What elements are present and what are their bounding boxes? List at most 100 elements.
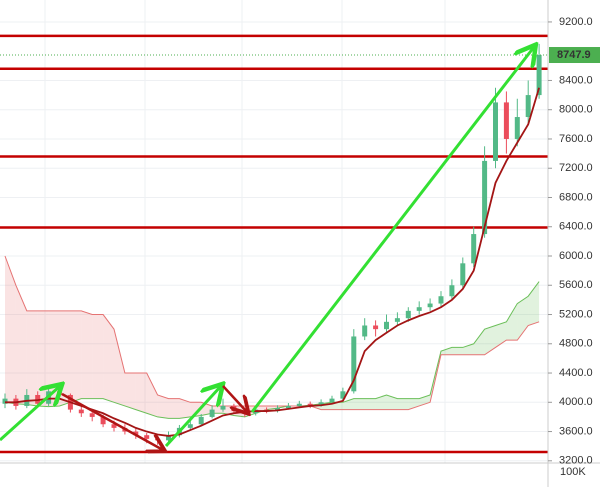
candle-body	[351, 336, 357, 392]
candle-body	[155, 438, 161, 441]
y-axis: 3200.0 3600.0 4000.0 4400.0 4800.0 5200.0 5600…	[548, 16, 600, 467]
cloud	[157, 394, 169, 419]
trend-arrow	[222, 385, 247, 412]
candle-body	[460, 263, 466, 286]
candle-body	[514, 117, 520, 139]
last-price-box	[549, 47, 600, 64]
span-a-line	[4, 281, 540, 419]
candle-body	[384, 321, 389, 330]
cloud	[462, 343, 474, 355]
cloud	[212, 405, 223, 414]
cloud	[81, 310, 93, 399]
cloud	[342, 398, 354, 410]
cloud	[103, 314, 114, 403]
last-price-label: 8747.9	[557, 49, 591, 61]
trend-arrow	[164, 386, 221, 448]
cloud	[364, 398, 376, 410]
cloud	[266, 405, 278, 410]
candle-body	[307, 403, 313, 406]
y-tick-label: 3600.0	[559, 425, 593, 437]
cloud	[124, 373, 136, 410]
candle-body	[78, 409, 84, 414]
cloud	[353, 398, 365, 410]
cloud	[70, 310, 82, 403]
y-tick-label: 3200.0	[559, 455, 593, 467]
trend-arrow	[0, 386, 60, 442]
cloud	[484, 325, 496, 355]
y-tick-label: 6800.0	[559, 191, 593, 203]
candle-body	[57, 391, 62, 395]
cloud	[168, 398, 180, 419]
cloud	[386, 394, 398, 410]
candle-body	[503, 102, 509, 139]
price-axis	[548, 0, 600, 487]
volume-axis-label: 100K	[560, 466, 586, 478]
y-tick-label: 4800.0	[559, 338, 593, 350]
y-tick-label: 6000.0	[559, 250, 593, 262]
span-b-line	[4, 255, 540, 411]
y-tick-label: 4400.0	[559, 367, 593, 379]
y-tick-label: 5200.0	[559, 308, 593, 320]
y-tick-label: 7600.0	[559, 133, 593, 145]
cloud	[473, 329, 485, 355]
candle-body	[427, 303, 433, 308]
y-tick-label: 8400.0	[559, 74, 593, 86]
cloud	[190, 402, 202, 417]
candle-body	[416, 307, 422, 311]
candle-body	[198, 416, 204, 425]
cloud	[528, 281, 540, 326]
y-tick-label: 7200.0	[559, 162, 593, 174]
cloud	[451, 347, 463, 355]
candle-body	[166, 435, 171, 441]
cloud	[506, 303, 518, 341]
candle-body	[449, 285, 455, 297]
candle-body	[536, 55, 542, 96]
candle-body	[285, 405, 291, 409]
candle-body	[100, 416, 106, 425]
cloud	[92, 314, 104, 399]
candle-body	[296, 403, 302, 406]
candle-body	[111, 424, 117, 428]
cloud	[495, 321, 507, 348]
candle-body	[405, 310, 411, 319]
candle-body	[329, 398, 335, 403]
candle-body	[525, 95, 531, 118]
plot-area	[0, 21, 548, 462]
candle-body	[438, 296, 444, 304]
candle-body	[2, 398, 8, 404]
cloud	[441, 347, 452, 355]
cloud	[114, 329, 125, 406]
candle-body	[340, 391, 346, 399]
candle-body	[231, 405, 237, 412]
y-tick-label: 9200.0	[559, 16, 593, 28]
annotations	[0, 47, 534, 450]
y-tick-label: 5600.0	[559, 279, 593, 291]
y-tick-label: 6400.0	[559, 221, 593, 233]
candle-body	[394, 318, 400, 322]
cloud	[332, 402, 343, 410]
candle-body	[482, 160, 488, 235]
candle-body	[373, 325, 379, 330]
y-tick-label: 4000.0	[559, 396, 593, 408]
cloud	[375, 394, 387, 410]
cloud	[135, 373, 147, 414]
cloud	[26, 310, 38, 406]
candle-body	[89, 413, 95, 417]
cloud	[146, 373, 158, 417]
candle-body	[318, 402, 324, 406]
cloud	[397, 398, 409, 410]
trend-arrow	[250, 47, 534, 413]
cloud	[15, 285, 27, 405]
candle-body	[362, 325, 368, 337]
candle-body	[187, 424, 193, 428]
candle-body	[144, 435, 150, 439]
candle-body	[133, 431, 139, 436]
candle-body	[493, 102, 498, 161]
candle-body	[209, 409, 215, 417]
candle-body	[471, 234, 477, 264]
y-tick-label: 8000.0	[559, 104, 593, 116]
cloud	[5, 256, 16, 404]
trend-arrow	[61, 392, 163, 450]
candle-body	[220, 405, 226, 410]
